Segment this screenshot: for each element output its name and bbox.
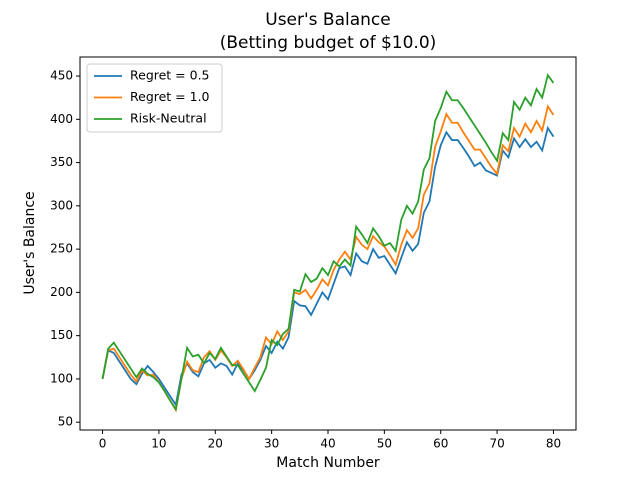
x-axis-label: Match Number [276, 455, 380, 471]
legend-box [86, 63, 223, 133]
x-tick-label: 70 [489, 437, 504, 451]
chart-subtitle: (Betting budget of $10.0) [220, 33, 437, 53]
legend-label: Regret = 1.0 [130, 89, 210, 104]
x-tick-label: 10 [151, 437, 166, 451]
x-tick-label: 30 [264, 437, 279, 451]
series-line [101, 73, 555, 412]
legend-label: Regret = 0.5 [130, 68, 210, 83]
y-tick-label: 150 [50, 328, 73, 342]
y-tick-label: 450 [50, 69, 73, 83]
y-tick-label: 200 [50, 285, 73, 299]
legend-label: Risk-Neutral [130, 111, 207, 126]
y-tick-label: 300 [50, 198, 73, 212]
x-tick-label: 80 [546, 437, 561, 451]
chart-title: User's Balance [265, 10, 390, 30]
x-tick-label: 20 [208, 437, 223, 451]
y-tick-label: 100 [50, 371, 73, 385]
x-tick-label: 60 [433, 437, 448, 451]
y-tick-label: 50 [58, 415, 73, 429]
y-tick-label: 350 [50, 155, 73, 169]
y-axis-label: User's Balance [22, 191, 38, 294]
x-tick-label: 40 [320, 437, 335, 451]
x-tick-label: 0 [99, 437, 107, 451]
x-tick-label: 50 [377, 437, 392, 451]
y-tick-label: 250 [50, 242, 73, 256]
plot-frame [79, 56, 577, 431]
y-tick-label: 400 [50, 112, 73, 126]
